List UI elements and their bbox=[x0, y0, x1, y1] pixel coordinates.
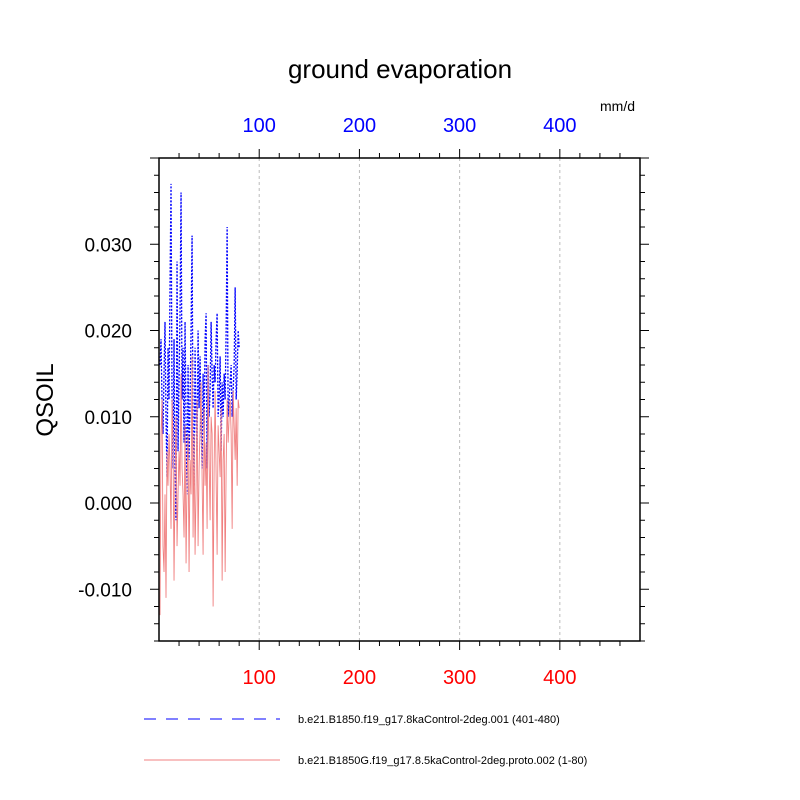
x-tick-label-bottom: 300 bbox=[443, 667, 476, 689]
x-tick-label-top: 200 bbox=[343, 115, 376, 137]
x-tick-label-top: 100 bbox=[243, 115, 276, 137]
y-axis-label: QSOIL bbox=[32, 363, 59, 436]
y-tick-label: 0.000 bbox=[84, 494, 132, 515]
x-tick-label-bottom: 200 bbox=[343, 667, 376, 689]
x-tick-label-bottom: 400 bbox=[543, 667, 576, 689]
grid bbox=[258, 158, 561, 641]
units-label: mm/d bbox=[600, 98, 635, 114]
y-tick-label: 0.020 bbox=[84, 322, 132, 343]
y-tick-label: -0.010 bbox=[78, 580, 132, 601]
chart-title: ground evaporation bbox=[288, 54, 512, 84]
legend-label-1: b.e21.B1850.f19_g17.8kaControl-2deg.001 … bbox=[298, 714, 560, 726]
series-line-2 bbox=[159, 356, 240, 616]
x-tick-label-bottom: 100 bbox=[243, 667, 276, 689]
tick-labels: 100 100 200 200 300 300 400 400 -0.010 0.000 0.010… bbox=[78, 115, 576, 689]
y-tick-label: 0.030 bbox=[84, 235, 132, 256]
y-tick-label: 0.010 bbox=[84, 408, 132, 429]
x-tick-label-top: 400 bbox=[543, 115, 576, 137]
x-tick-label-top: 300 bbox=[443, 115, 476, 137]
plot-frame bbox=[158, 157, 641, 642]
legend-label-2: b.e21.B1850G.f19_g17.8.5kaControl-2deg.p… bbox=[298, 755, 587, 767]
series-layer bbox=[159, 183, 240, 616]
ticks bbox=[150, 149, 649, 650]
legend: b.e21.B1850.f19_g17.8kaControl-2deg.001 … bbox=[144, 714, 587, 767]
